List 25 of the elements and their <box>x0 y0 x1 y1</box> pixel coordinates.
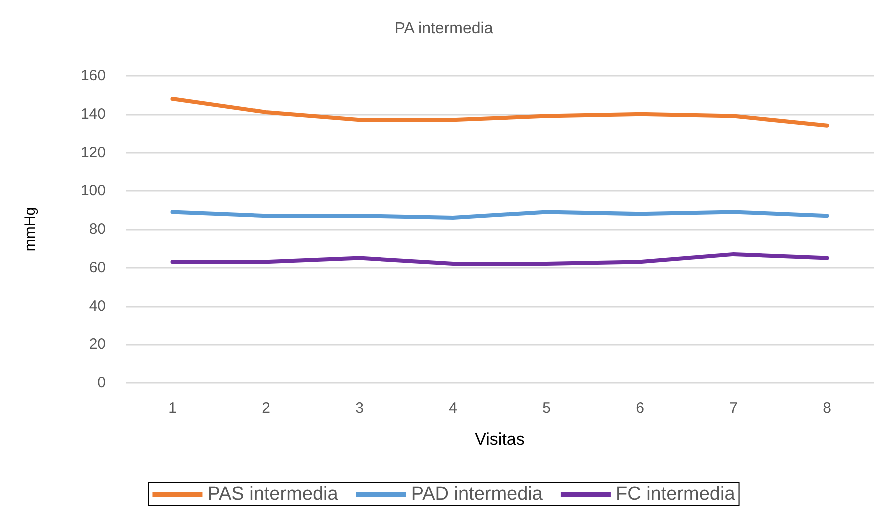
x-tick-label: 3 <box>356 400 364 417</box>
x-tick-label: 4 <box>449 400 458 417</box>
x-axis-title: Visitas <box>475 430 525 449</box>
y-tick-label: 40 <box>89 298 106 315</box>
chart-title: PA intermedia <box>394 20 494 38</box>
legend-label: FC intermedia <box>616 484 736 505</box>
y-tick-label: 60 <box>89 259 106 276</box>
x-tick-label: 7 <box>730 400 738 417</box>
line-series <box>170 97 830 128</box>
x-tick-label: 8 <box>823 400 832 417</box>
x-tick-label: 2 <box>262 400 270 417</box>
line-series <box>170 252 830 266</box>
y-tick-label: 20 <box>89 336 106 354</box>
legend-label: PAS intermedia <box>208 484 339 505</box>
legend-label: PAD intermedia <box>411 484 544 505</box>
y-tick-label: 160 <box>80 68 106 84</box>
y-tick-label: 120 <box>80 144 106 162</box>
y-tick-label: 0 <box>98 374 106 392</box>
y-axis-title: mmHg <box>22 207 39 252</box>
x-tick-label: 5 <box>542 400 551 417</box>
x-tick-label: 1 <box>168 400 177 417</box>
y-tick-label: 140 <box>80 106 106 123</box>
y-tick-label: 100 <box>80 182 106 200</box>
x-tick-label: 6 <box>636 400 644 417</box>
y-tick-label: 80 <box>89 221 106 238</box>
